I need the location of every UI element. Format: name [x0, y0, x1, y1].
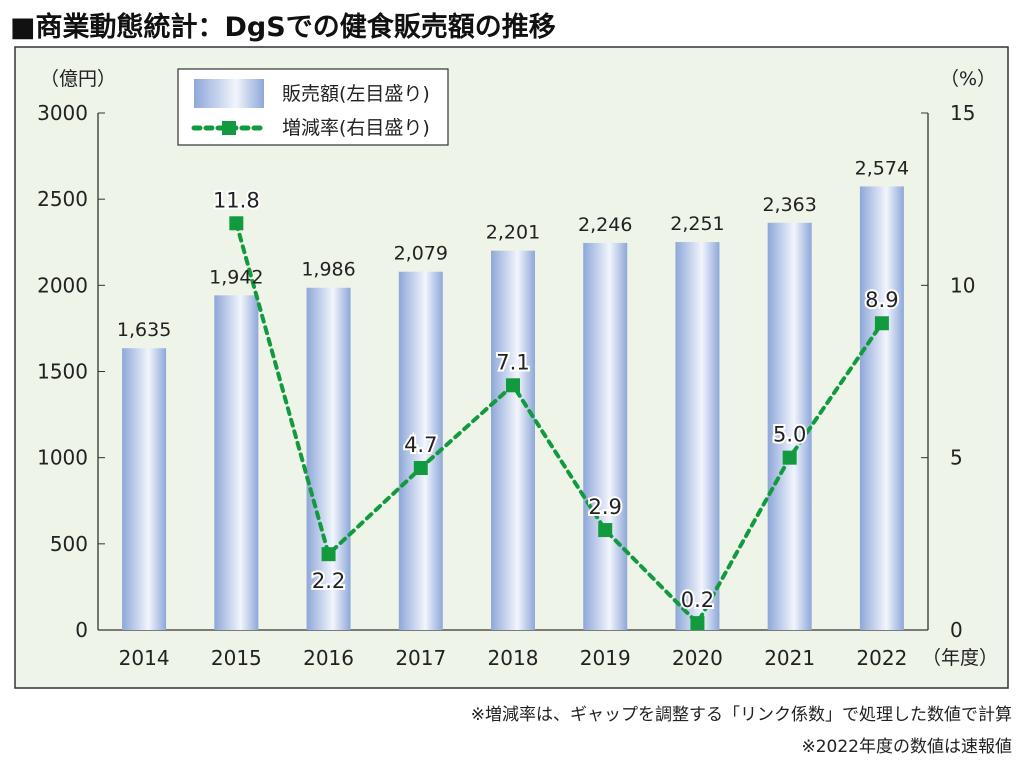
x-tick-label: 2014 [119, 646, 170, 670]
right-tick-label: 10 [950, 273, 975, 297]
right-tick-label: 15 [950, 101, 975, 125]
bar-value-label: 2,363 [762, 194, 816, 216]
bar-value-label: 2,079 [394, 243, 448, 265]
bar [583, 242, 628, 630]
x-tick-label: 2022 [856, 646, 907, 670]
rate-value-label: 11.8 [213, 188, 260, 212]
rate-marker [874, 316, 889, 331]
left-tick-label: 3000 [37, 101, 88, 125]
left-axis-unit: （億円） [40, 68, 116, 90]
legend: 販売額(左目盛り) 増減率(右目盛り) [177, 68, 449, 146]
legend-bar-label: 販売額(左目盛り) [282, 83, 430, 105]
bar [214, 295, 259, 630]
legend-line-marker [222, 121, 236, 135]
rate-value-label: 2.9 [589, 495, 622, 519]
x-tick-label: 2021 [764, 646, 815, 670]
left-tick-label: 2500 [37, 187, 88, 211]
x-tick-label: 2019 [580, 646, 631, 670]
bar-value-label: 1,986 [301, 259, 355, 281]
bar-value-label: 2,246 [578, 214, 632, 236]
legend-bar-swatch [194, 79, 264, 108]
x-tick-label: 2015 [211, 646, 262, 670]
left-tick-label: 1000 [37, 446, 88, 470]
x-tick-label: 2017 [395, 646, 446, 670]
bar [859, 186, 904, 630]
bar [767, 222, 812, 630]
x-axis-label: （年度） [922, 647, 998, 669]
chart-title: ■商業動態統計：DgSでの健食販売額の推移 [10, 11, 556, 43]
bar-value-label: 2,201 [486, 222, 540, 244]
rate-marker [598, 523, 613, 538]
rate-marker [229, 216, 244, 231]
bar-value-label: 1,635 [117, 319, 171, 341]
bar [122, 348, 167, 630]
rate-value-label: 2.2 [312, 569, 345, 593]
bar [398, 271, 443, 630]
rate-value-label: 7.1 [496, 350, 529, 374]
bar [306, 287, 351, 630]
bar-value-label: 2,574 [855, 157, 909, 179]
left-tick-label: 0 [75, 618, 88, 642]
x-tick-label: 2016 [303, 646, 354, 670]
rate-line [234, 221, 884, 627]
x-tick-label: 2020 [672, 646, 723, 670]
bar [675, 242, 720, 630]
rate-value-label: 0.2 [681, 588, 714, 612]
rate-value-label: 5.0 [773, 423, 806, 447]
right-tick-label: 0 [950, 618, 963, 642]
bar-value-label: 1,942 [209, 266, 263, 288]
left-tick-label: 500 [50, 532, 88, 556]
rate-marker [413, 461, 428, 476]
legend-line-label: 増減率(右目盛り) [282, 117, 430, 139]
rate-value-label: 4.7 [404, 433, 437, 457]
rate-marker [690, 616, 705, 631]
rate-marker [782, 450, 797, 465]
bar-value-label: 2,251 [670, 213, 724, 235]
x-tick-label: 2018 [488, 646, 539, 670]
left-tick-label: 1500 [37, 360, 88, 384]
note-1: ※増減率は、ギャップを調整する「リンク係数」で処理した数値で計算 [471, 705, 1012, 725]
right-tick-label: 5 [950, 446, 963, 470]
bar [491, 250, 535, 630]
note-2: ※2022年度の数値は速報値 [801, 737, 1012, 757]
left-tick-label: 2000 [37, 273, 88, 297]
rate-value-label: 8.9 [865, 288, 898, 312]
right-axis-unit: （%） [940, 68, 996, 90]
rate-marker [506, 378, 520, 393]
rate-marker [321, 547, 336, 562]
